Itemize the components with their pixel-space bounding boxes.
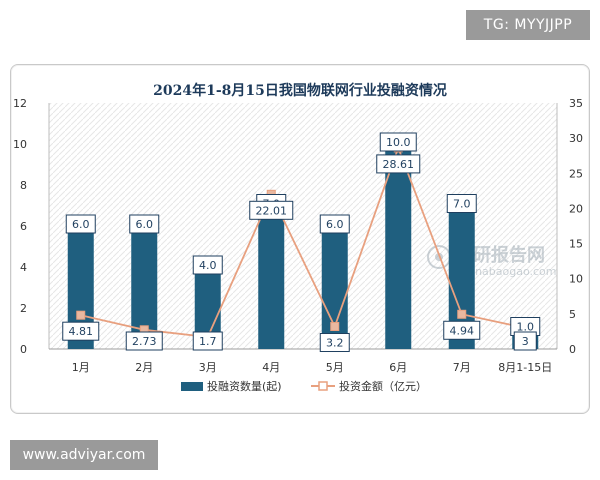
bar-value-label-box — [129, 214, 160, 234]
left-axis: 0 2 4 6 8 10 12 — [13, 97, 50, 356]
line-point — [457, 309, 467, 319]
chart-svg: 2024年1-8月15日我国物联网行业投融资情况 观研报告网 chinabaog… — [13, 82, 583, 393]
bar-value-label-box — [446, 194, 477, 213]
bar-value-label-box — [192, 255, 223, 275]
watermark: 观研报告网 chinabaogao.com — [427, 244, 557, 278]
left-tick-label: 12 — [13, 97, 27, 110]
line-value-label: 4.94 — [450, 324, 475, 337]
line-value-label-box — [249, 200, 294, 220]
x-tick-label: 1月 — [72, 361, 90, 374]
left-tick-label: 6 — [20, 220, 27, 233]
x-axis: 1月 2月 3月 4月 5月 6月 7月 8月1-15日 — [49, 348, 557, 374]
line-value-label-box — [443, 320, 481, 340]
x-tick-label: 8月1-15日 — [498, 361, 552, 374]
bar-value-label-box — [65, 214, 96, 234]
left-tick-label: 10 — [13, 138, 27, 151]
line-value-label: 3.2 — [326, 337, 344, 350]
series-line — [80, 145, 526, 339]
watermark-url: chinabaogao.com — [459, 265, 557, 278]
chart-title: 2024年1-8月15日我国物联网行业投融资情况 — [153, 82, 447, 99]
line-value-label-box — [125, 331, 163, 351]
bar-value-label: 7.0 — [453, 198, 471, 211]
bar-value-label: 1.0 — [517, 321, 535, 334]
bar — [258, 205, 285, 349]
left-tick-label: 4 — [20, 261, 27, 274]
bar-value-label: 6.0 — [326, 218, 344, 231]
line-value-label: 1.7 — [199, 335, 217, 348]
line-value-label: 28.61 — [383, 158, 415, 171]
right-tick-label: 30 — [569, 132, 583, 145]
legend-bar-swatch — [181, 382, 203, 391]
line-value-label: 4.81 — [69, 325, 94, 338]
right-axis: 0 5 10 15 20 25 30 35 — [556, 97, 583, 356]
x-tick-label: 5月 — [326, 361, 344, 374]
bar-value-label-box — [379, 132, 417, 152]
tg-badge: TG: MYYJJPP — [466, 10, 590, 40]
bar-value-label: 4.0 — [199, 259, 217, 272]
line-value-label-box — [62, 321, 100, 341]
bar-value-label: 6.0 — [72, 218, 90, 231]
plot-area — [49, 103, 557, 349]
x-tick-label: 7月 — [453, 361, 471, 374]
line-value-label-box — [513, 331, 537, 351]
site-badge: www.adviyar.com — [10, 440, 158, 470]
right-tick-label: 15 — [569, 238, 583, 251]
x-tick-label: 4月 — [262, 361, 280, 374]
right-tick-label: 5 — [569, 308, 576, 321]
line-value-label: 22.01 — [256, 204, 288, 217]
line-value-label-box — [376, 154, 421, 174]
x-tick-label: 2月 — [135, 361, 153, 374]
right-tick-label: 0 — [569, 343, 576, 356]
bar-value-label-box — [319, 214, 350, 234]
right-tick-label: 20 — [569, 202, 583, 215]
bar-value-label: 10.0 — [386, 136, 411, 149]
line-point — [330, 322, 340, 332]
line-value-label: 2.73 — [132, 335, 157, 348]
watermark-brand: 观研报告网 — [455, 244, 545, 266]
line-point — [76, 310, 86, 320]
line-value-label: 3 — [522, 335, 529, 348]
legend-line-swatch — [318, 381, 328, 391]
x-tick-label: 3月 — [199, 361, 217, 374]
chart-card: 2024年1-8月15日我国物联网行业投融资情况 观研报告网 chinabaog… — [10, 64, 590, 414]
right-tick-label: 25 — [569, 167, 583, 180]
data-labels: 6.06.04.07.06.010.07.01.04.812.731.722.0… — [62, 132, 541, 353]
line-value-label-box — [319, 333, 350, 353]
x-tick-label: 6月 — [389, 361, 407, 374]
legend-line-label: 投资金额（亿元） — [339, 379, 427, 393]
legend-bar-label: 投融资数量(起) — [207, 379, 282, 393]
left-tick-label: 8 — [20, 179, 27, 192]
bar — [385, 144, 412, 349]
right-tick-label: 35 — [569, 97, 583, 110]
line-value-label-box — [192, 331, 223, 351]
right-tick-label: 10 — [569, 273, 583, 286]
left-tick-label: 0 — [20, 343, 27, 356]
bar-value-label: 6.0 — [136, 218, 154, 231]
legend: 投融资数量(起) 投资金额（亿元） — [181, 379, 427, 393]
left-tick-label: 2 — [20, 302, 27, 315]
